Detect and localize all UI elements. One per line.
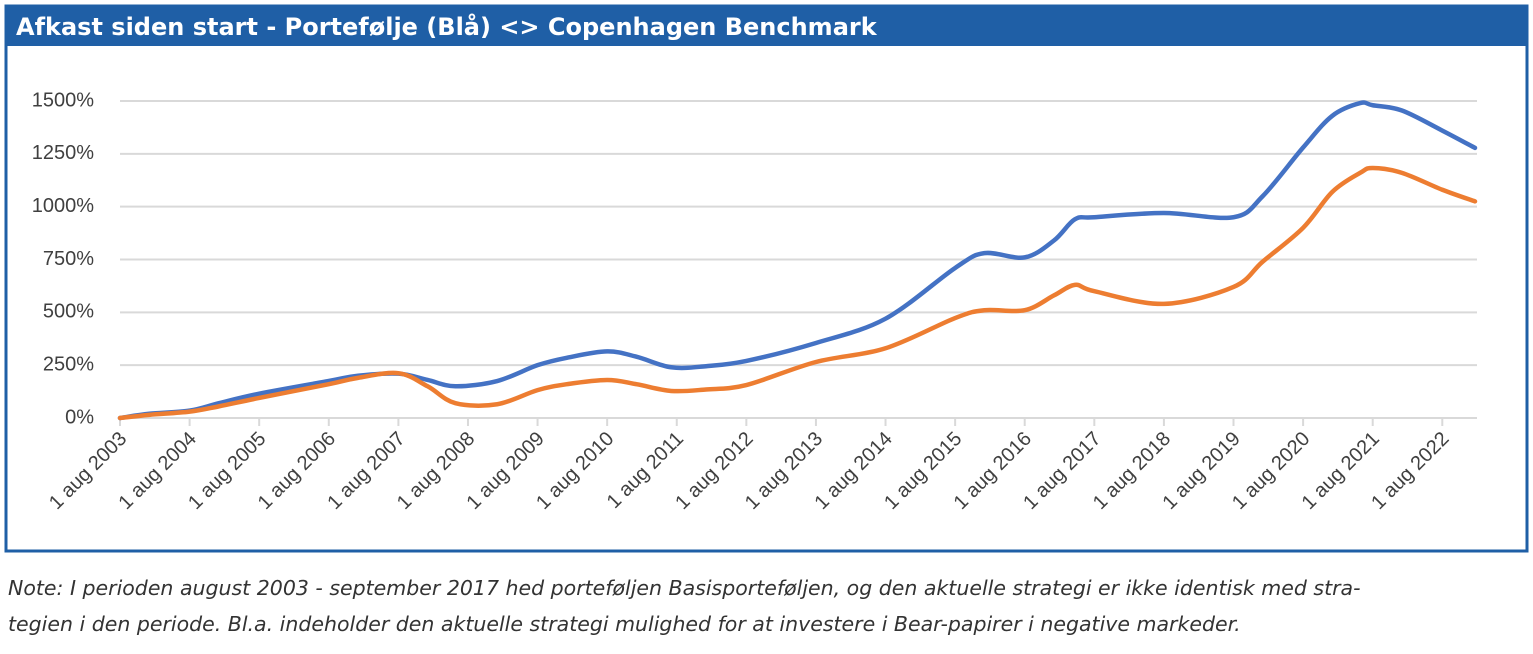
chart-title: Afkast siden start - Portefølje (Blå) <>…: [16, 12, 878, 41]
y-tick-label: 750%: [43, 248, 94, 270]
y-tick-label: 1500%: [32, 89, 94, 111]
chart-frame: [4, 4, 1529, 553]
note-line: Note: I perioden august 2003 - september…: [8, 576, 1361, 600]
note: Note: I perioden august 2003 - september…: [8, 570, 1528, 642]
y-tick-label: 1000%: [32, 195, 94, 217]
y-tick-label: 0%: [65, 406, 94, 428]
note-line: tegien i den periode. Bl.a. indeholder d…: [8, 612, 1241, 636]
title-bar: [6, 6, 1527, 46]
y-tick-label: 1250%: [32, 142, 94, 164]
y-tick-label: 250%: [43, 353, 94, 375]
series-line: [117, 165, 1478, 421]
y-tick-label: 500%: [43, 301, 94, 323]
chart: Afkast siden start - Portefølje (Blå) <>…: [4, 4, 1529, 553]
